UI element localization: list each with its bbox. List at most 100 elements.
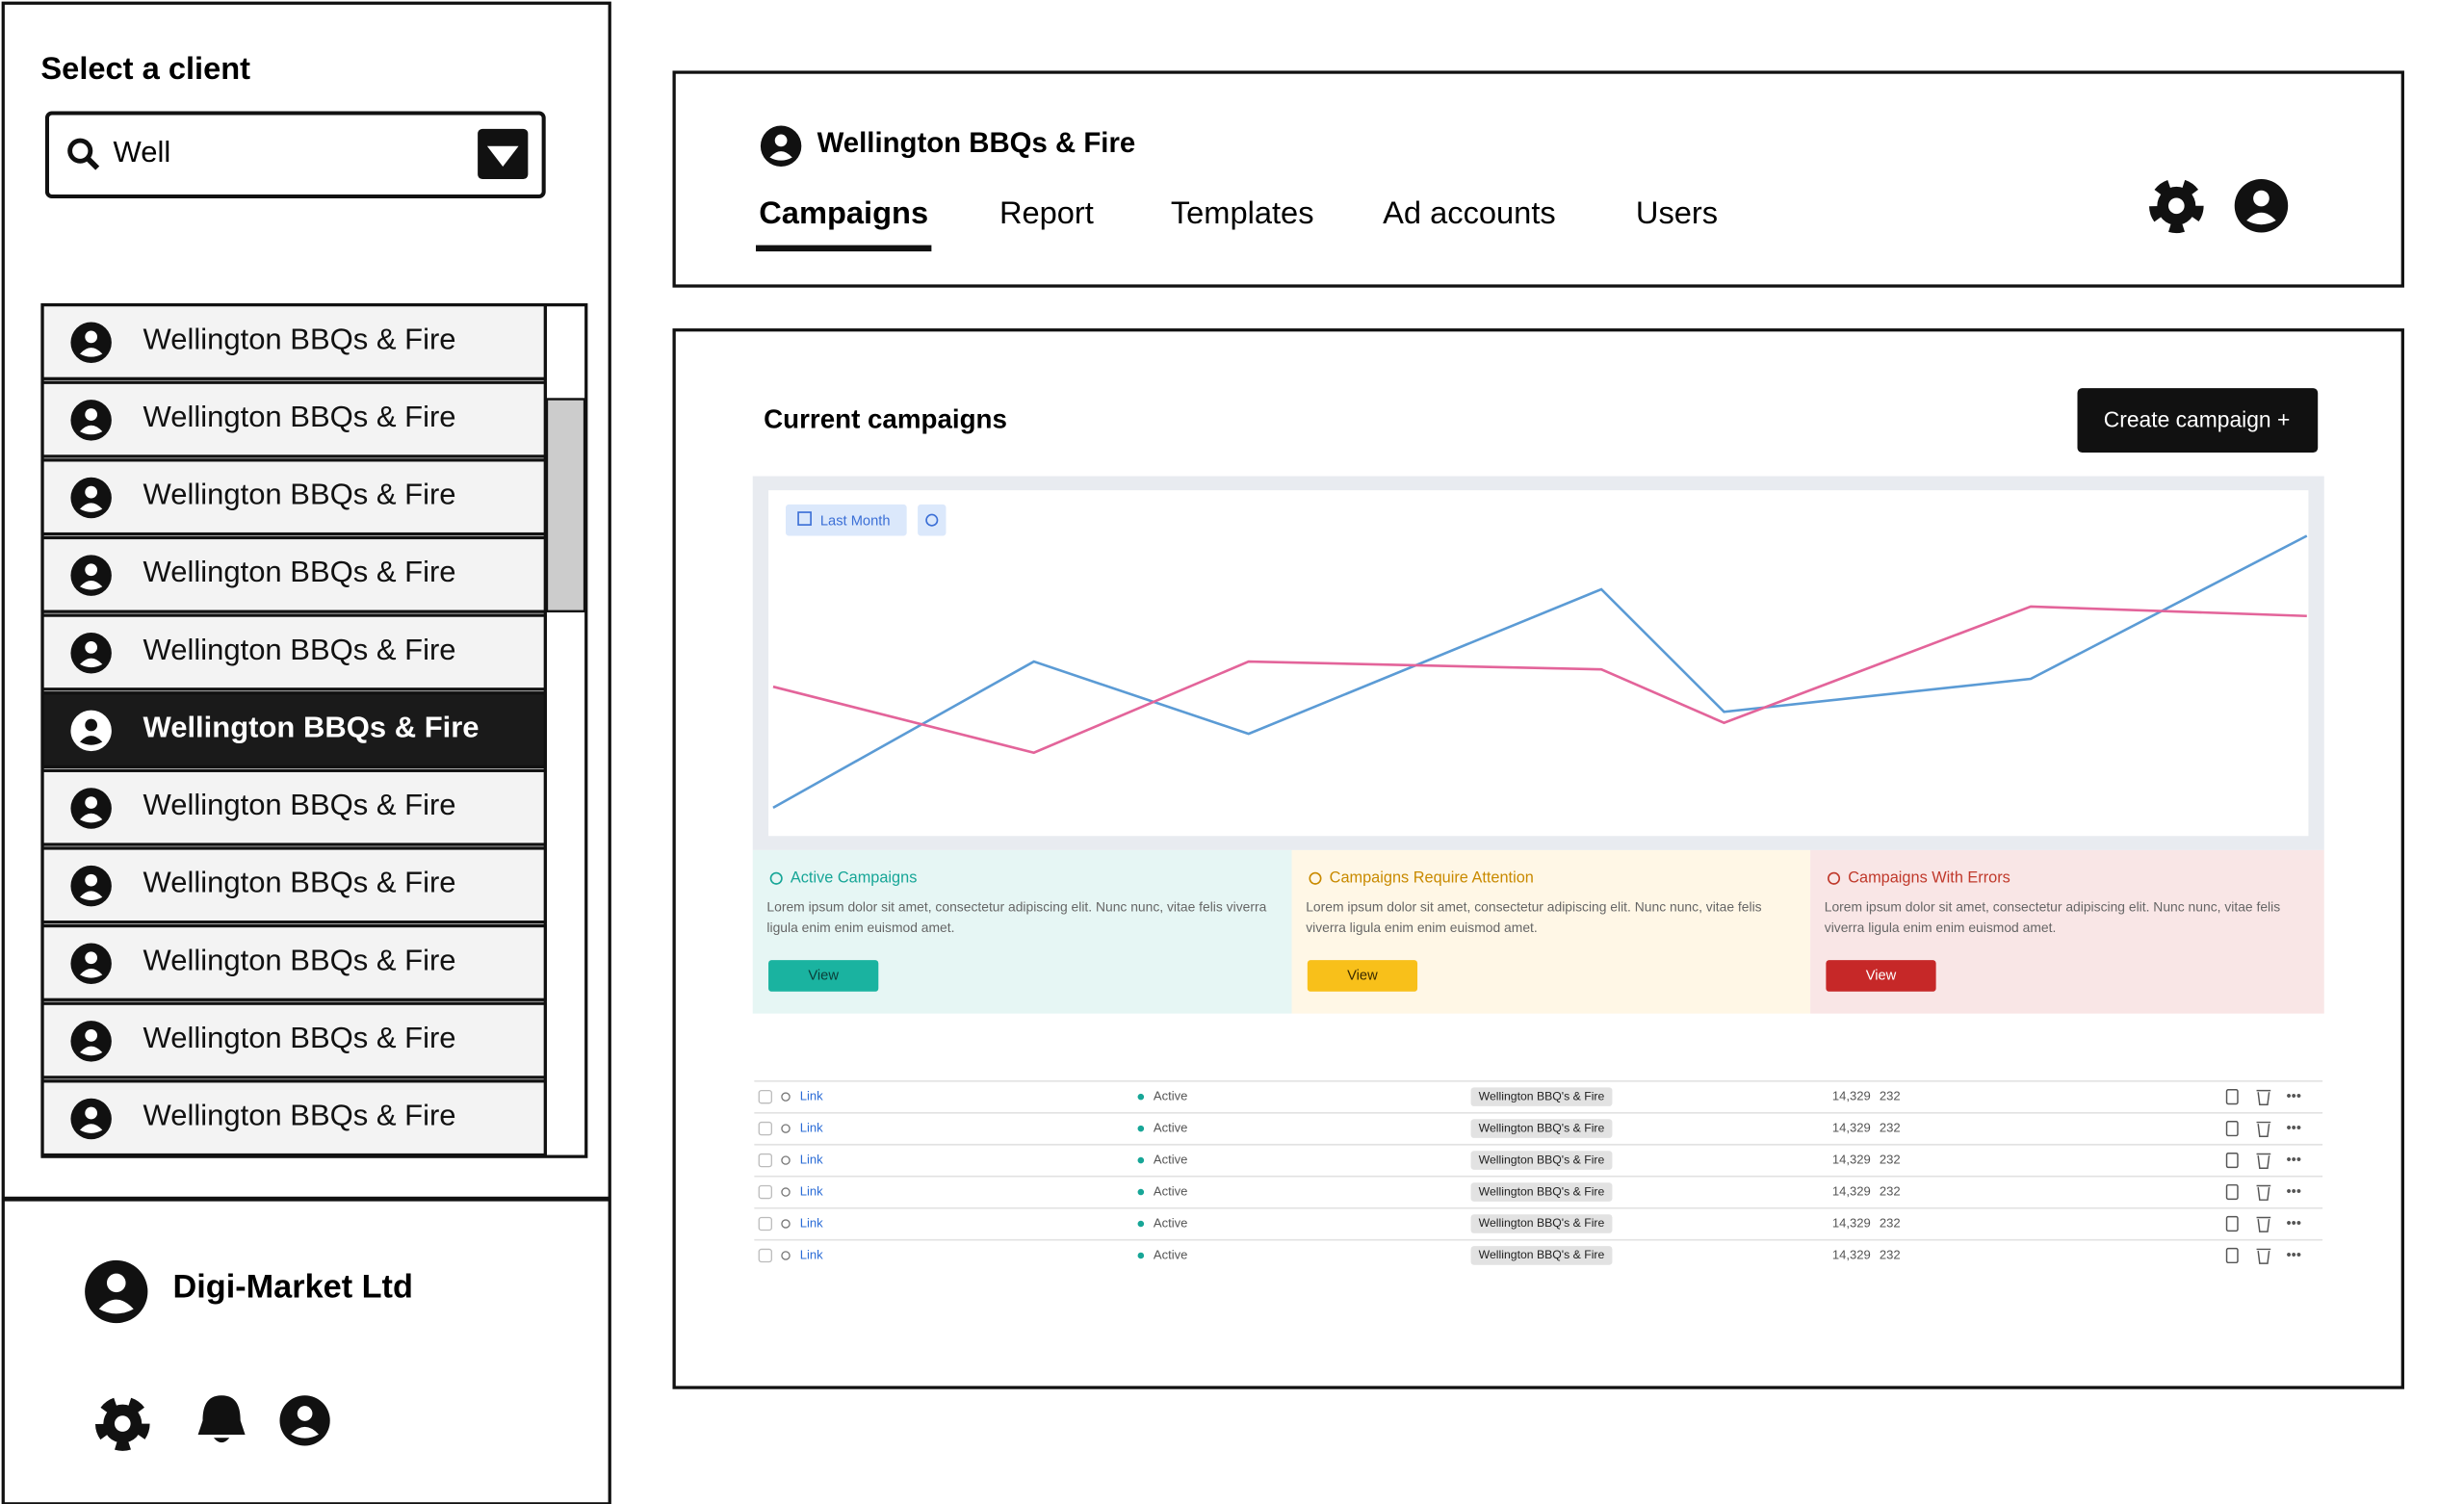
client-row[interactable]	[40, 923, 547, 1001]
card-title: Active Campaigns	[791, 869, 917, 887]
copy-icon[interactable]	[2225, 1152, 2239, 1169]
delete-icon[interactable]	[2256, 1153, 2271, 1169]
delete-icon[interactable]	[2256, 1089, 2271, 1106]
card-title: Campaigns With Errors	[1848, 869, 2010, 887]
icon-head	[2253, 190, 2269, 207]
client-row[interactable]	[40, 302, 547, 380]
icon-head	[85, 330, 98, 344]
refresh-icon	[925, 513, 939, 527]
search-box	[44, 111, 546, 199]
client-name: Wellington BBQs & Fire	[143, 1021, 456, 1054]
sidebar-heading: Select a client	[40, 50, 250, 86]
client-name: Wellington BBQs & Fire	[143, 710, 480, 743]
row-link[interactable]: Link	[800, 1183, 823, 1198]
dropdown-arrow	[486, 145, 519, 167]
client-row[interactable]	[40, 535, 547, 613]
row-metric: 14,329	[1832, 1247, 1871, 1261]
create-button[interactable]	[2077, 388, 2319, 454]
copy-icon[interactable]	[2225, 1089, 2239, 1105]
more-icon[interactable]: •••	[2287, 1184, 2301, 1200]
search-icon	[67, 138, 93, 164]
create-button-label[interactable]: Create campaign +	[2104, 406, 2291, 431]
icon-head	[85, 718, 98, 732]
nav-tab[interactable]: Report	[999, 194, 1094, 230]
more-icon[interactable]: •••	[2287, 1153, 2301, 1168]
row-checkbox[interactable]	[758, 1153, 772, 1168]
row-link[interactable]: Link	[800, 1215, 823, 1230]
row-status: Active	[1154, 1183, 1188, 1198]
copy-icon[interactable]	[2225, 1215, 2239, 1232]
card-button[interactable]	[1826, 960, 1936, 992]
icon-head	[85, 563, 98, 577]
delete-icon[interactable]	[2256, 1184, 2271, 1201]
row-checkbox[interactable]	[758, 1121, 772, 1136]
nav-tab[interactable]: Users	[1636, 194, 1718, 230]
card-button-label[interactable]: View	[1347, 968, 1378, 983]
row-link[interactable]: Link	[800, 1089, 823, 1103]
link-icon	[781, 1124, 791, 1133]
row-checkbox[interactable]	[758, 1184, 772, 1200]
gear-hole	[114, 1415, 131, 1432]
row-status: Active	[1154, 1121, 1188, 1135]
row-client: Wellington BBQ's & Fire	[1479, 1184, 1605, 1198]
row-checkbox[interactable]	[758, 1216, 772, 1232]
client-row[interactable]	[40, 1001, 547, 1079]
series-line	[772, 605, 2307, 755]
row-metric: 232	[1880, 1153, 1901, 1167]
delete-icon[interactable]	[2256, 1248, 2271, 1264]
row-status: Active	[1154, 1247, 1188, 1261]
copy-icon[interactable]	[2225, 1183, 2239, 1201]
card-text-box: Lorem ipsum dolor sit amet, consectetur …	[766, 899, 1266, 936]
status-dot	[1137, 1156, 1145, 1164]
nav-tab[interactable]: Ad accounts	[1383, 194, 1556, 230]
link-icon	[781, 1155, 791, 1165]
row-metric: 14,329	[1832, 1183, 1871, 1198]
bell-icon[interactable]	[197, 1395, 246, 1443]
card-button[interactable]	[768, 960, 879, 992]
row-link[interactable]: Link	[800, 1121, 823, 1135]
nav-tab[interactable]: Campaigns	[759, 194, 928, 230]
user-icon	[279, 1395, 330, 1446]
more-icon[interactable]: •••	[2287, 1248, 2301, 1263]
status-dot	[1137, 1125, 1145, 1132]
client-row[interactable]	[40, 380, 547, 458]
client-row[interactable]	[40, 458, 547, 536]
link-icon	[781, 1092, 791, 1102]
client-row[interactable]	[40, 1079, 547, 1157]
client-row[interactable]	[40, 613, 547, 691]
row-metric: 232	[1880, 1089, 1901, 1103]
card-icon	[769, 871, 783, 885]
client-row[interactable]	[40, 846, 547, 924]
delete-icon[interactable]	[2256, 1216, 2271, 1232]
client-row[interactable]	[40, 691, 547, 769]
more-icon[interactable]: •••	[2287, 1089, 2301, 1104]
user-icon	[70, 322, 112, 363]
card-button-label[interactable]: View	[808, 968, 839, 983]
card-button-label[interactable]: View	[1866, 968, 1897, 983]
row-link[interactable]: Link	[800, 1153, 823, 1167]
account-name: Digi-Market Ltd	[173, 1268, 413, 1305]
row-checkbox[interactable]	[758, 1248, 772, 1263]
more-icon[interactable]: •••	[2287, 1216, 2301, 1232]
icon-body	[79, 348, 103, 357]
search-input[interactable]: Well	[114, 135, 171, 169]
nav-tab[interactable]: Templates	[1171, 194, 1314, 230]
filter-label[interactable]: Last Month	[820, 514, 891, 530]
chart-area	[768, 490, 2309, 837]
row-metric: 232	[1880, 1121, 1901, 1135]
more-icon[interactable]: •••	[2287, 1121, 2301, 1136]
row-link[interactable]: Link	[800, 1247, 823, 1261]
copy-icon[interactable]	[2225, 1121, 2239, 1137]
settings-icon	[94, 1396, 150, 1451]
row-checkbox[interactable]	[758, 1089, 772, 1104]
row-metric: 14,329	[1832, 1215, 1871, 1230]
client-row[interactable]	[40, 768, 547, 846]
refresh-chip[interactable]	[918, 504, 947, 536]
scroll-thumb	[545, 398, 586, 613]
filter-chip[interactable]	[786, 504, 907, 536]
copy-icon[interactable]	[2225, 1247, 2239, 1264]
row-metric: 232	[1880, 1215, 1901, 1230]
card-button[interactable]	[1307, 960, 1418, 992]
client-name: Wellington BBQs & Fire	[143, 943, 456, 976]
delete-icon[interactable]	[2256, 1121, 2271, 1137]
